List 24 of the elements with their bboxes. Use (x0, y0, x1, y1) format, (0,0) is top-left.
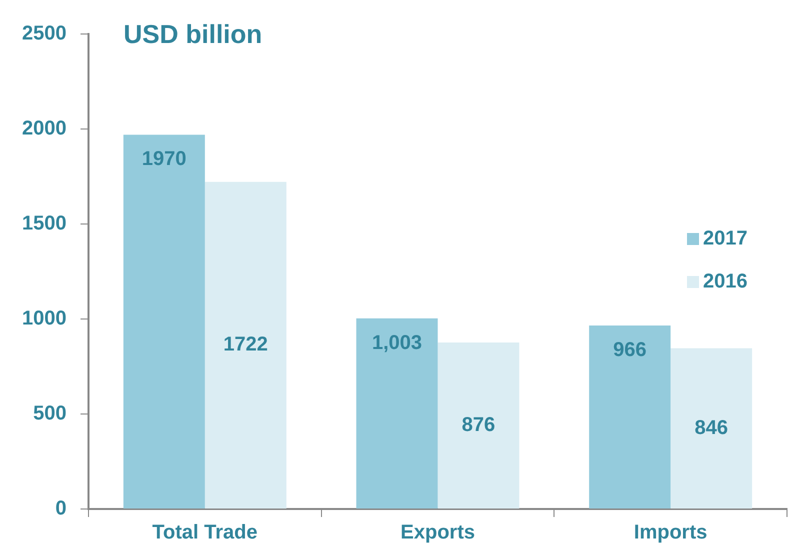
bar (670, 348, 752, 508)
bar (356, 318, 438, 508)
chart-title: USD billion (123, 19, 262, 50)
data-label: 966 (613, 338, 647, 361)
bar (589, 325, 671, 508)
legend-label: 2016 (703, 270, 748, 293)
x-tick-label: Exports (400, 522, 475, 544)
legend-label: 2017 (703, 228, 748, 250)
y-tick-label: 500 (33, 402, 66, 425)
bar (123, 134, 205, 508)
bar (204, 182, 286, 508)
y-tick-label: 1500 (22, 212, 66, 235)
data-label: 1,003 (372, 332, 422, 354)
x-tick-label: Imports (634, 522, 708, 544)
y-tick-label: 0 (55, 498, 66, 520)
data-label: 846 (694, 416, 728, 439)
bar (438, 342, 520, 508)
y-tick-label: 1000 (22, 308, 66, 330)
data-label: 1722 (223, 334, 268, 356)
data-label: 1970 (142, 148, 186, 170)
data-label: 876 (462, 414, 496, 436)
y-tick-label: 2500 (22, 22, 66, 45)
y-tick-label: 2000 (22, 118, 66, 140)
x-tick-label: Total Trade (152, 522, 258, 544)
